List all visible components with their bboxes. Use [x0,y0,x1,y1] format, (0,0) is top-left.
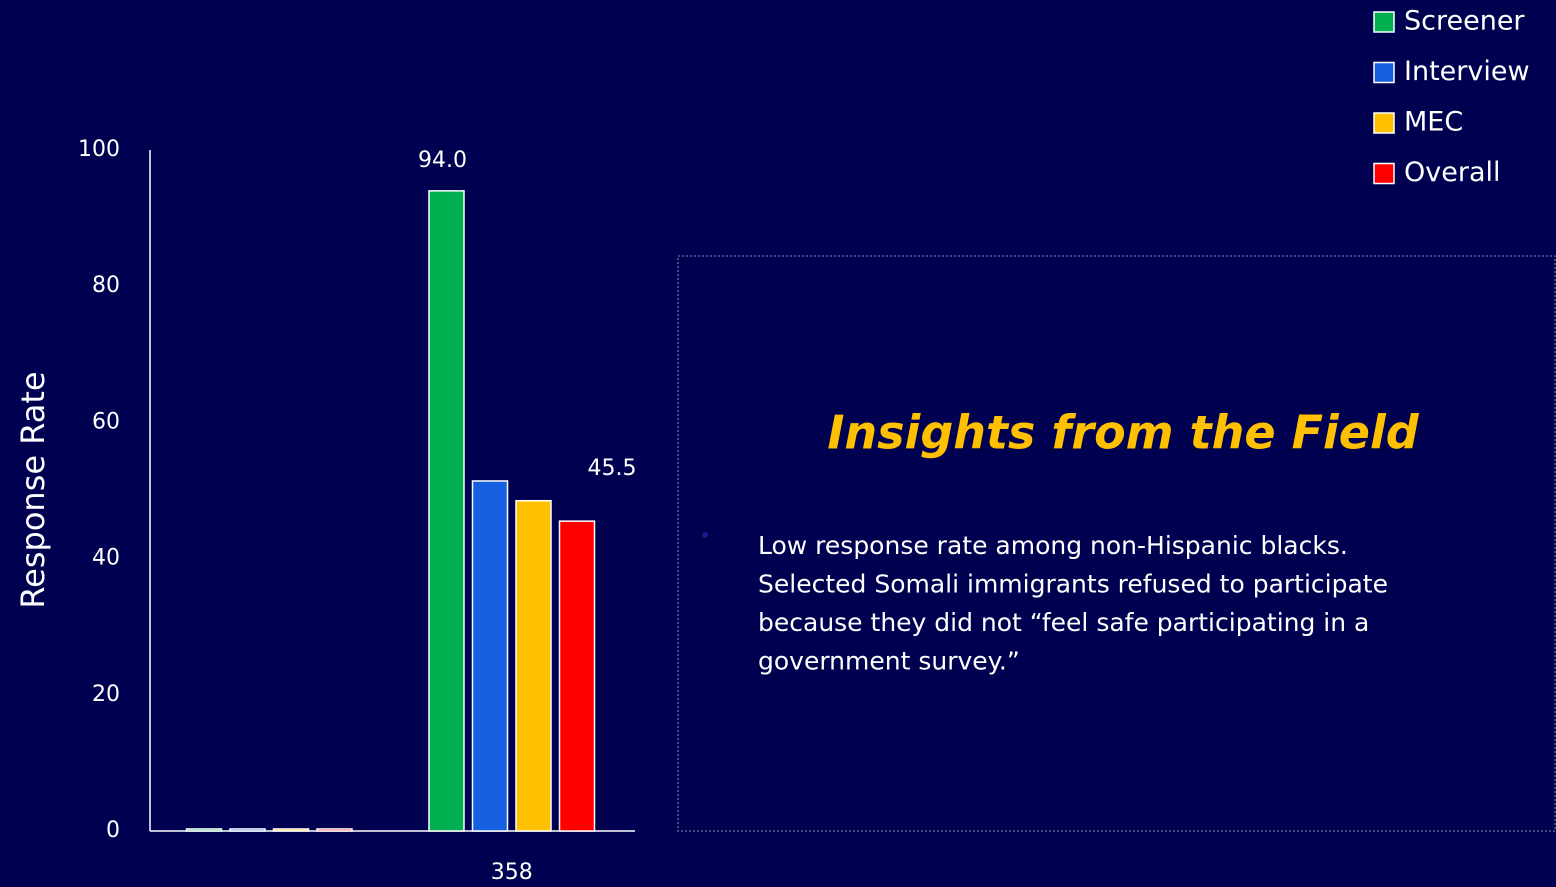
bar [185,828,223,832]
legend-label: Overall [1404,157,1501,188]
box-text-line: because they did not “feel safe particip… [758,608,1369,637]
legend-label: Interview [1404,56,1530,87]
y-tick-label: 100 [78,137,120,162]
bar [272,828,310,832]
box-title: Insights from the Field [827,406,1419,460]
x-tick-label: 358 [491,860,533,885]
bar [515,499,552,832]
y-axis-label: Response Rate [14,371,52,608]
legend-swatch [1373,162,1395,185]
value-label: 45.5 [588,456,637,481]
bar [428,190,465,832]
bar [316,828,353,832]
y-tick-label: 40 [92,546,120,571]
legend-swatch [1373,112,1395,134]
y-tick-label: 60 [92,409,120,434]
legend-label: MEC [1404,107,1463,138]
bar [558,520,596,832]
legend-swatch [1373,11,1395,33]
legend-label: Screener [1404,6,1525,37]
box-text-line: Selected Somali immigrants refused to pa… [758,570,1388,599]
bullet [702,532,708,538]
bar [229,828,266,832]
y-tick-label: 0 [106,818,120,843]
box-text-line: government survey.” [758,647,1020,676]
legend-swatch [1373,61,1395,84]
box-text-line: Low response rate among non-Hispanic bla… [758,531,1348,560]
bar [471,480,509,832]
value-label: 94.0 [418,148,467,173]
y-tick-label: 80 [92,273,120,298]
text-box [677,255,1556,832]
y-tick-label: 20 [92,682,120,707]
